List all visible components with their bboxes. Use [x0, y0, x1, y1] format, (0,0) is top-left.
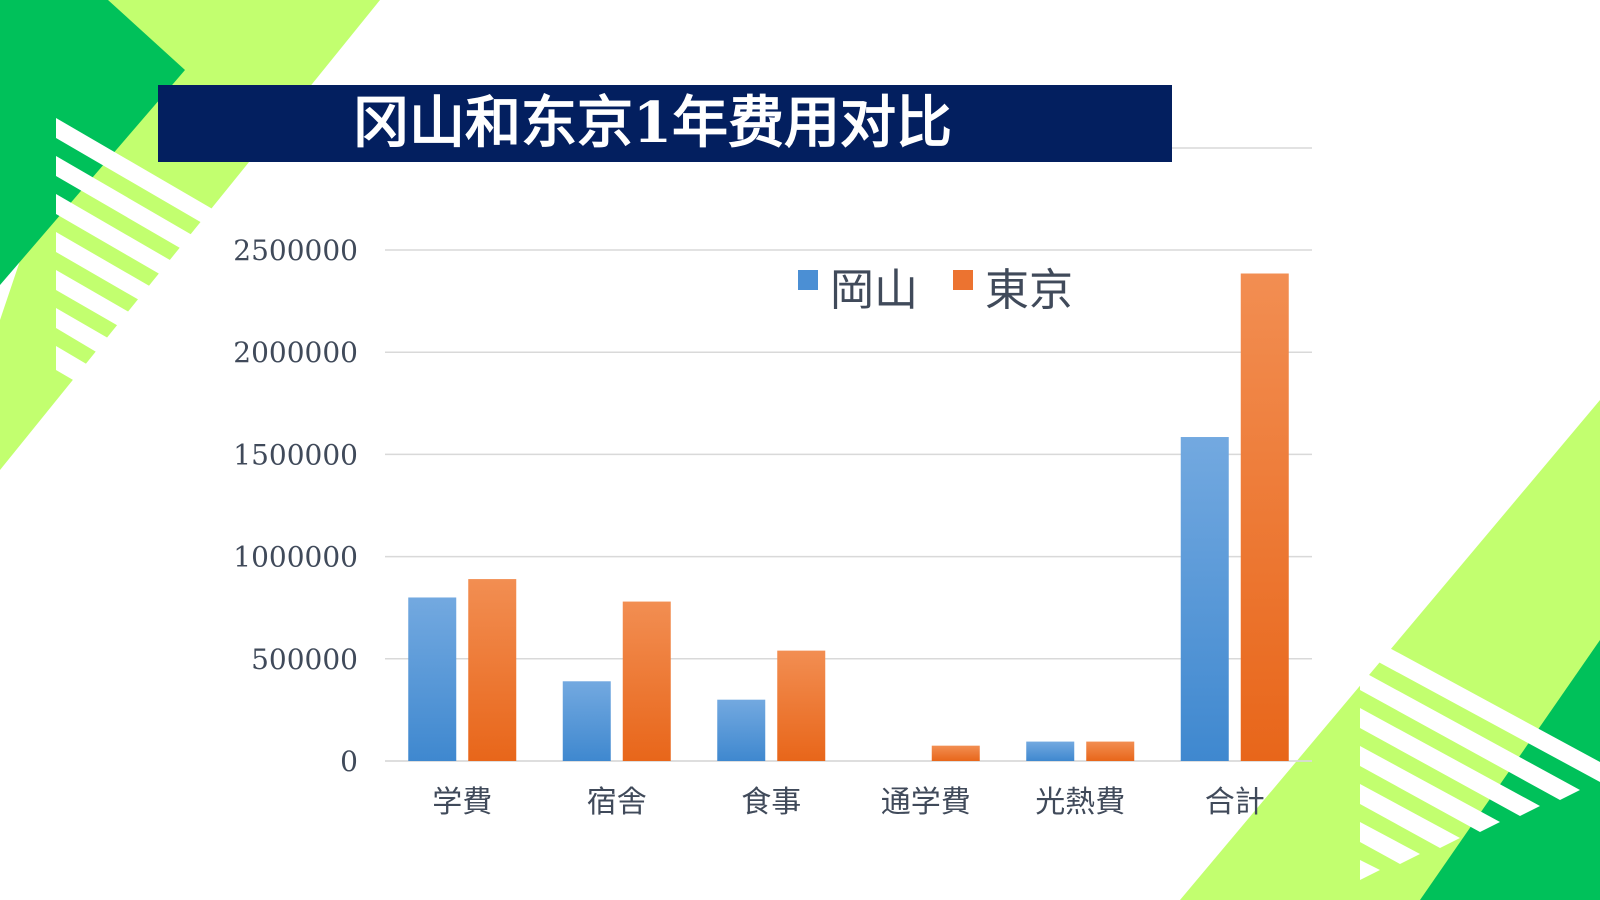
deco-stripe: [56, 346, 100, 384]
y-tick-label: 1000000: [233, 541, 358, 574]
deco-stripe: [56, 308, 170, 384]
x-category-label: 食事: [741, 785, 801, 820]
x-category-label: 通学費: [881, 785, 971, 820]
deco-stripes-right: [1360, 632, 1600, 880]
legend: 岡山 東京: [798, 265, 1073, 316]
deco-stripe: [56, 232, 210, 341]
bar-okayama: [1180, 437, 1229, 761]
y-tick-label: 0: [340, 745, 358, 778]
title-band: 冈山和东京1年费用对比: [158, 85, 1172, 162]
bar-tokyo: [1240, 273, 1289, 761]
legend-label: 岡山: [830, 265, 918, 316]
x-category-label: 光熱費: [1035, 785, 1125, 820]
legend-swatch-okayama: [798, 270, 818, 290]
legend-label: 東京: [985, 265, 1073, 316]
deco-stripe: [1360, 746, 1500, 832]
deco-stripe: [1360, 822, 1420, 864]
deco-stripe: [1360, 632, 1600, 782]
x-axis-categories: 学費 宿舎 食事 通学費 光熱費 合計: [432, 785, 1265, 820]
legend-swatch-tokyo: [953, 270, 973, 290]
deco-stripe: [1360, 784, 1460, 848]
x-category-label: 宿舎: [587, 785, 647, 820]
bar-tokyo: [1086, 741, 1135, 761]
bar-okayama: [1026, 741, 1075, 761]
bar-tokyo: [622, 601, 671, 761]
bar-tokyo: [777, 650, 826, 761]
bar-okayama: [562, 681, 611, 761]
y-tick-label: 2000000: [233, 336, 358, 369]
gridlines: [385, 249, 1312, 762]
x-category-label: 合計: [1205, 785, 1265, 820]
slide-title: 冈山和东京1年费用对比: [353, 90, 952, 156]
deco-stripe: [56, 118, 240, 245]
x-category-label: 学費: [432, 785, 492, 820]
deco-stripe: [56, 156, 230, 277]
bar-tokyo: [931, 745, 980, 761]
bar-tokyo: [468, 579, 517, 761]
y-tick-label: 2500000: [233, 234, 358, 267]
y-tick-label: 1500000: [233, 438, 358, 471]
deco-stripe: [1360, 860, 1380, 880]
bar-okayama: [408, 597, 457, 761]
y-tick-label: 500000: [251, 643, 358, 676]
bar-okayama: [717, 699, 766, 761]
bars: [408, 273, 1289, 761]
deco-stripes-left: [56, 118, 240, 384]
y-axis-ticks: 0 500000 1000000 1500000 2000000 2500000: [233, 234, 358, 778]
deco-stripe: [1360, 670, 1580, 800]
deco-stripe: [1360, 708, 1540, 816]
deco-stripe: [56, 270, 200, 373]
deco-stripe: [56, 194, 220, 309]
